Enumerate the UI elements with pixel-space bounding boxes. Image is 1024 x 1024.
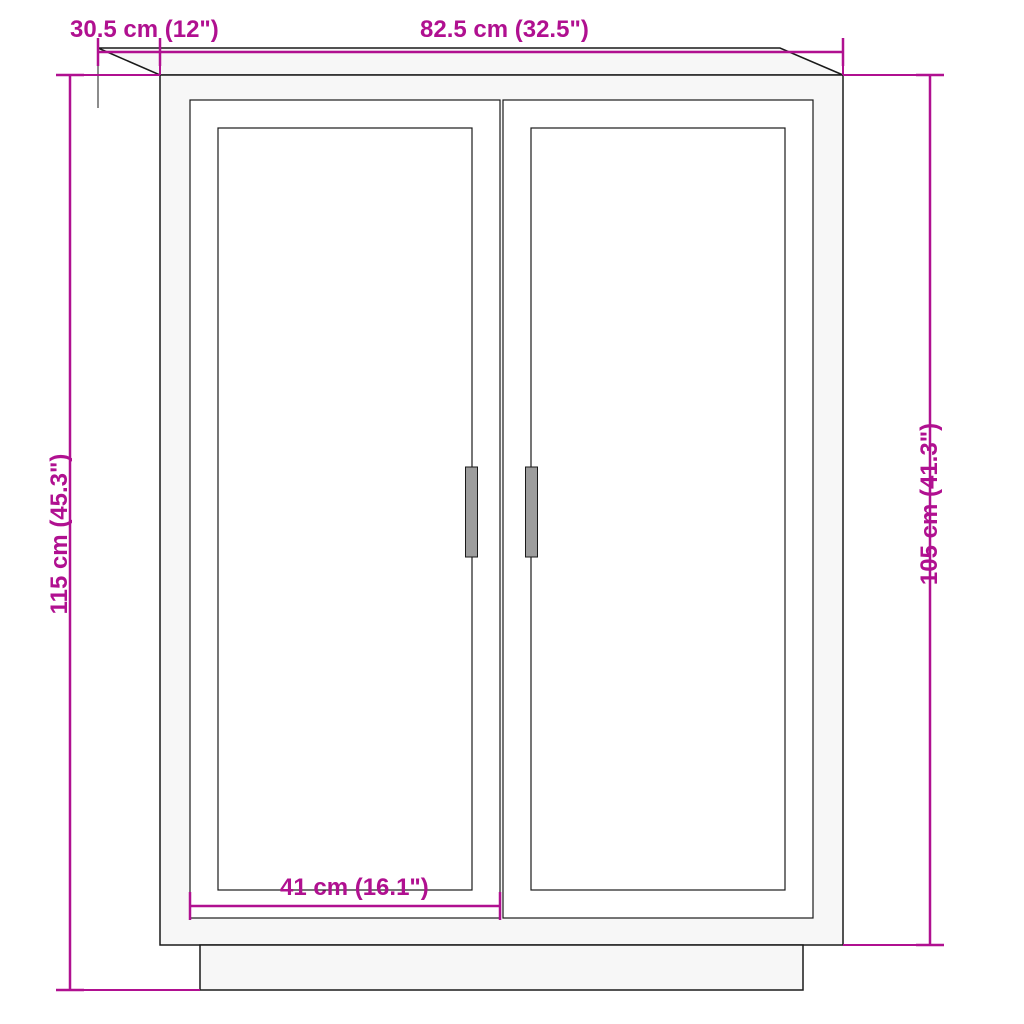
diagram-stage: 30.5 cm (12") 82.5 cm (32.5") 115 cm (45… — [0, 0, 1024, 1024]
cabinet-dimension-drawing — [0, 0, 1024, 1024]
dim-width-label: 82.5 cm (32.5") — [420, 16, 589, 44]
dim-door-width-label: 41 cm (16.1") — [280, 874, 429, 902]
dim-height-right-label: 105 cm (41.3") — [916, 404, 944, 604]
cabinet-plinth — [200, 945, 803, 990]
dim-height-left-label: 115 cm (45.3") — [46, 434, 74, 634]
door-left-panel — [218, 128, 472, 890]
door-right-panel — [531, 128, 785, 890]
handle-left — [466, 467, 478, 557]
dim-depth-label: 30.5 cm (12") — [70, 16, 219, 44]
handle-right — [526, 467, 538, 557]
